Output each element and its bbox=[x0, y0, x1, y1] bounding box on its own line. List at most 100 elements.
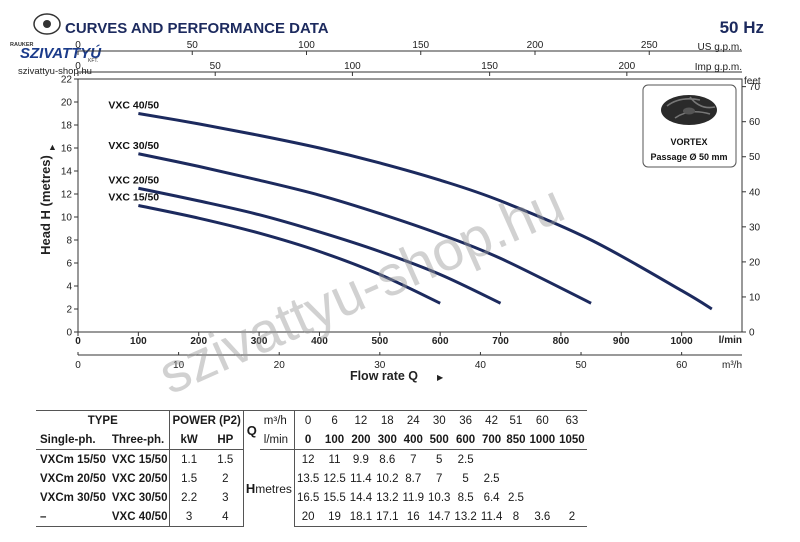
hp-value: 1.5 bbox=[217, 453, 234, 466]
x-axis-ticks: 0 100 200 300 400 500 600 700 800 900 1000 bbox=[75, 332, 693, 347]
m3h-tick-label: 30 bbox=[374, 360, 386, 371]
m3h-cell: 6 bbox=[321, 410, 348, 430]
head-cell: 15.5 bbox=[323, 491, 346, 504]
single-phase-model: VXCm 30/50 bbox=[40, 491, 106, 504]
x-tick-label: 800 bbox=[553, 336, 570, 347]
curve-vxc-40-50 bbox=[138, 112, 713, 311]
lmin-cell: 1050 bbox=[557, 430, 587, 450]
y-tick-label: 4 bbox=[66, 282, 72, 293]
three-phase-model: VXC 30/50 bbox=[111, 491, 168, 504]
logo-text: SZIVATTYÚ bbox=[20, 44, 102, 62]
us-gpm-tick-label: 150 bbox=[412, 40, 429, 51]
head-cell: 8.7 bbox=[405, 472, 422, 485]
m3h-tick-label: 60 bbox=[676, 360, 688, 371]
head-cell: 12 bbox=[293, 449, 322, 469]
feet-tick-label: 20 bbox=[749, 257, 761, 268]
feet-tick-label: 70 bbox=[749, 82, 761, 93]
kw-value: 2.2 bbox=[169, 488, 208, 507]
head-cell: 2.5 bbox=[483, 472, 500, 485]
head-cell: 7 bbox=[436, 472, 443, 485]
head-cell: 14.4 bbox=[349, 491, 373, 504]
performance-table: TYPE POWER (P2) Q m³/h 0 6 12 18 24 30 3… bbox=[36, 410, 587, 527]
feet-tick-label: 50 bbox=[749, 152, 761, 163]
x-tick-label: 900 bbox=[613, 336, 630, 347]
head-cell bbox=[479, 450, 505, 470]
curve-label: VXC 20/50 bbox=[108, 174, 159, 186]
kw-value: 3 bbox=[169, 507, 208, 527]
feet-tick-label: 30 bbox=[749, 222, 761, 233]
head-cell: 8 bbox=[504, 507, 528, 527]
x-tick-label: 600 bbox=[432, 336, 449, 347]
y-tick-label: 0 bbox=[66, 328, 72, 339]
pump-curves: VXC 15/50 VXC 20/50 VXC 30/50 VXC 40/50 bbox=[108, 100, 713, 311]
y-tick-label: 6 bbox=[66, 259, 72, 270]
power-header: POWER (P2) bbox=[169, 410, 244, 430]
head-cell: 10.2 bbox=[376, 472, 399, 485]
q-header: Q bbox=[242, 410, 260, 450]
head-cell: 2.5 bbox=[507, 491, 524, 504]
head-cell: 11.4 bbox=[350, 472, 372, 485]
feet-tick-label: 60 bbox=[749, 117, 761, 128]
head-cell: 2.5 bbox=[457, 453, 474, 466]
head-cell: 2 bbox=[557, 507, 587, 527]
feet-tick-label: 0 bbox=[749, 328, 755, 339]
logo-small-text: RAUKER bbox=[10, 42, 34, 48]
head-cell: 20 bbox=[293, 507, 322, 527]
head-cell: 8.6 bbox=[379, 453, 396, 466]
y-tick-label: 16 bbox=[61, 144, 73, 155]
head-cell bbox=[557, 488, 587, 507]
metres-label: metres bbox=[255, 481, 292, 496]
h-label: H bbox=[245, 480, 256, 496]
head-cell: 11.9 bbox=[402, 491, 425, 504]
x-axis-arrow-icon: ▶ bbox=[437, 373, 444, 382]
head-cell: 19 bbox=[321, 507, 348, 527]
logo-suffix: KFT. bbox=[88, 58, 98, 64]
m3h-tick-label: 0 bbox=[75, 360, 81, 371]
curve-vxc-30-50 bbox=[138, 152, 592, 305]
plot-frame bbox=[77, 78, 743, 333]
m3h-cell: 12 bbox=[347, 410, 375, 430]
lmin-cell: 850 bbox=[504, 430, 528, 450]
curve-label: VXC 40/50 bbox=[108, 100, 159, 112]
m3h-cell: 42 bbox=[478, 410, 505, 430]
website-label: szivattyu-shop.hu bbox=[18, 66, 92, 77]
curve-label: VXC 15/50 bbox=[108, 192, 159, 204]
x-tick-label: 700 bbox=[492, 336, 509, 347]
head-cell: 11 bbox=[328, 453, 341, 466]
feet-tick-label: 40 bbox=[749, 187, 761, 198]
lmin-cell: 0 bbox=[293, 430, 322, 450]
lmin-cell: 100 bbox=[321, 430, 348, 450]
head-cell: 17.1 bbox=[374, 507, 401, 527]
us-gpm-tick-label: 0 bbox=[75, 40, 81, 51]
three-phase-model: VXC 20/50 bbox=[111, 472, 168, 485]
head-cell bbox=[504, 469, 527, 488]
logo-pump-icon bbox=[33, 13, 61, 35]
lmin-cell: 300 bbox=[374, 430, 401, 450]
head-cell: 12.5 bbox=[323, 472, 346, 485]
m3h-cell: 0 bbox=[293, 410, 322, 430]
table-row: – VXC 40/50 3 4 20 19 18.1 17.1 16 14.7 … bbox=[36, 507, 587, 527]
imp-gpm-tick-label: 50 bbox=[210, 61, 222, 72]
lmin-cell: 200 bbox=[347, 430, 375, 450]
m3h-cell: 30 bbox=[426, 410, 453, 430]
y-tick-label: 22 bbox=[61, 75, 73, 86]
y-axis-ticks: 0 2 4 6 8 10 12 14 16 18 20 22 bbox=[61, 75, 78, 339]
head-cell: 13.2 bbox=[452, 507, 479, 527]
feet-unit: feet bbox=[744, 76, 761, 87]
table-row: VXCm 30/50 VXC 30/50 2.2 3 16.5 15.5 14.… bbox=[36, 488, 587, 507]
y-axis-label: Head H (metres) bbox=[38, 155, 53, 255]
imp-gpm-tick-label: 0 bbox=[75, 61, 81, 72]
lmin-cell: 600 bbox=[452, 430, 479, 450]
feet-tick-label: 10 bbox=[749, 292, 761, 303]
m3h-axis-ticks: 0 10 20 30 40 50 60 bbox=[75, 352, 688, 371]
m3h-tick-label: 10 bbox=[173, 360, 185, 371]
head-cell: 6.4 bbox=[483, 491, 500, 504]
head-cell: 5 bbox=[462, 472, 469, 485]
table-row: VXCm 15/50 VXC 15/50 1.1 1.5 Hmetres 12 … bbox=[36, 449, 587, 527]
vortex-label: VORTEX bbox=[670, 137, 707, 147]
lmin-cell: 1000 bbox=[527, 430, 558, 450]
single-phase-model: VXCm 20/50 bbox=[40, 472, 106, 485]
lmin-cell: 500 bbox=[426, 430, 453, 450]
h-metres-header: Hmetres bbox=[242, 449, 295, 527]
x-tick-label: 200 bbox=[190, 336, 207, 347]
